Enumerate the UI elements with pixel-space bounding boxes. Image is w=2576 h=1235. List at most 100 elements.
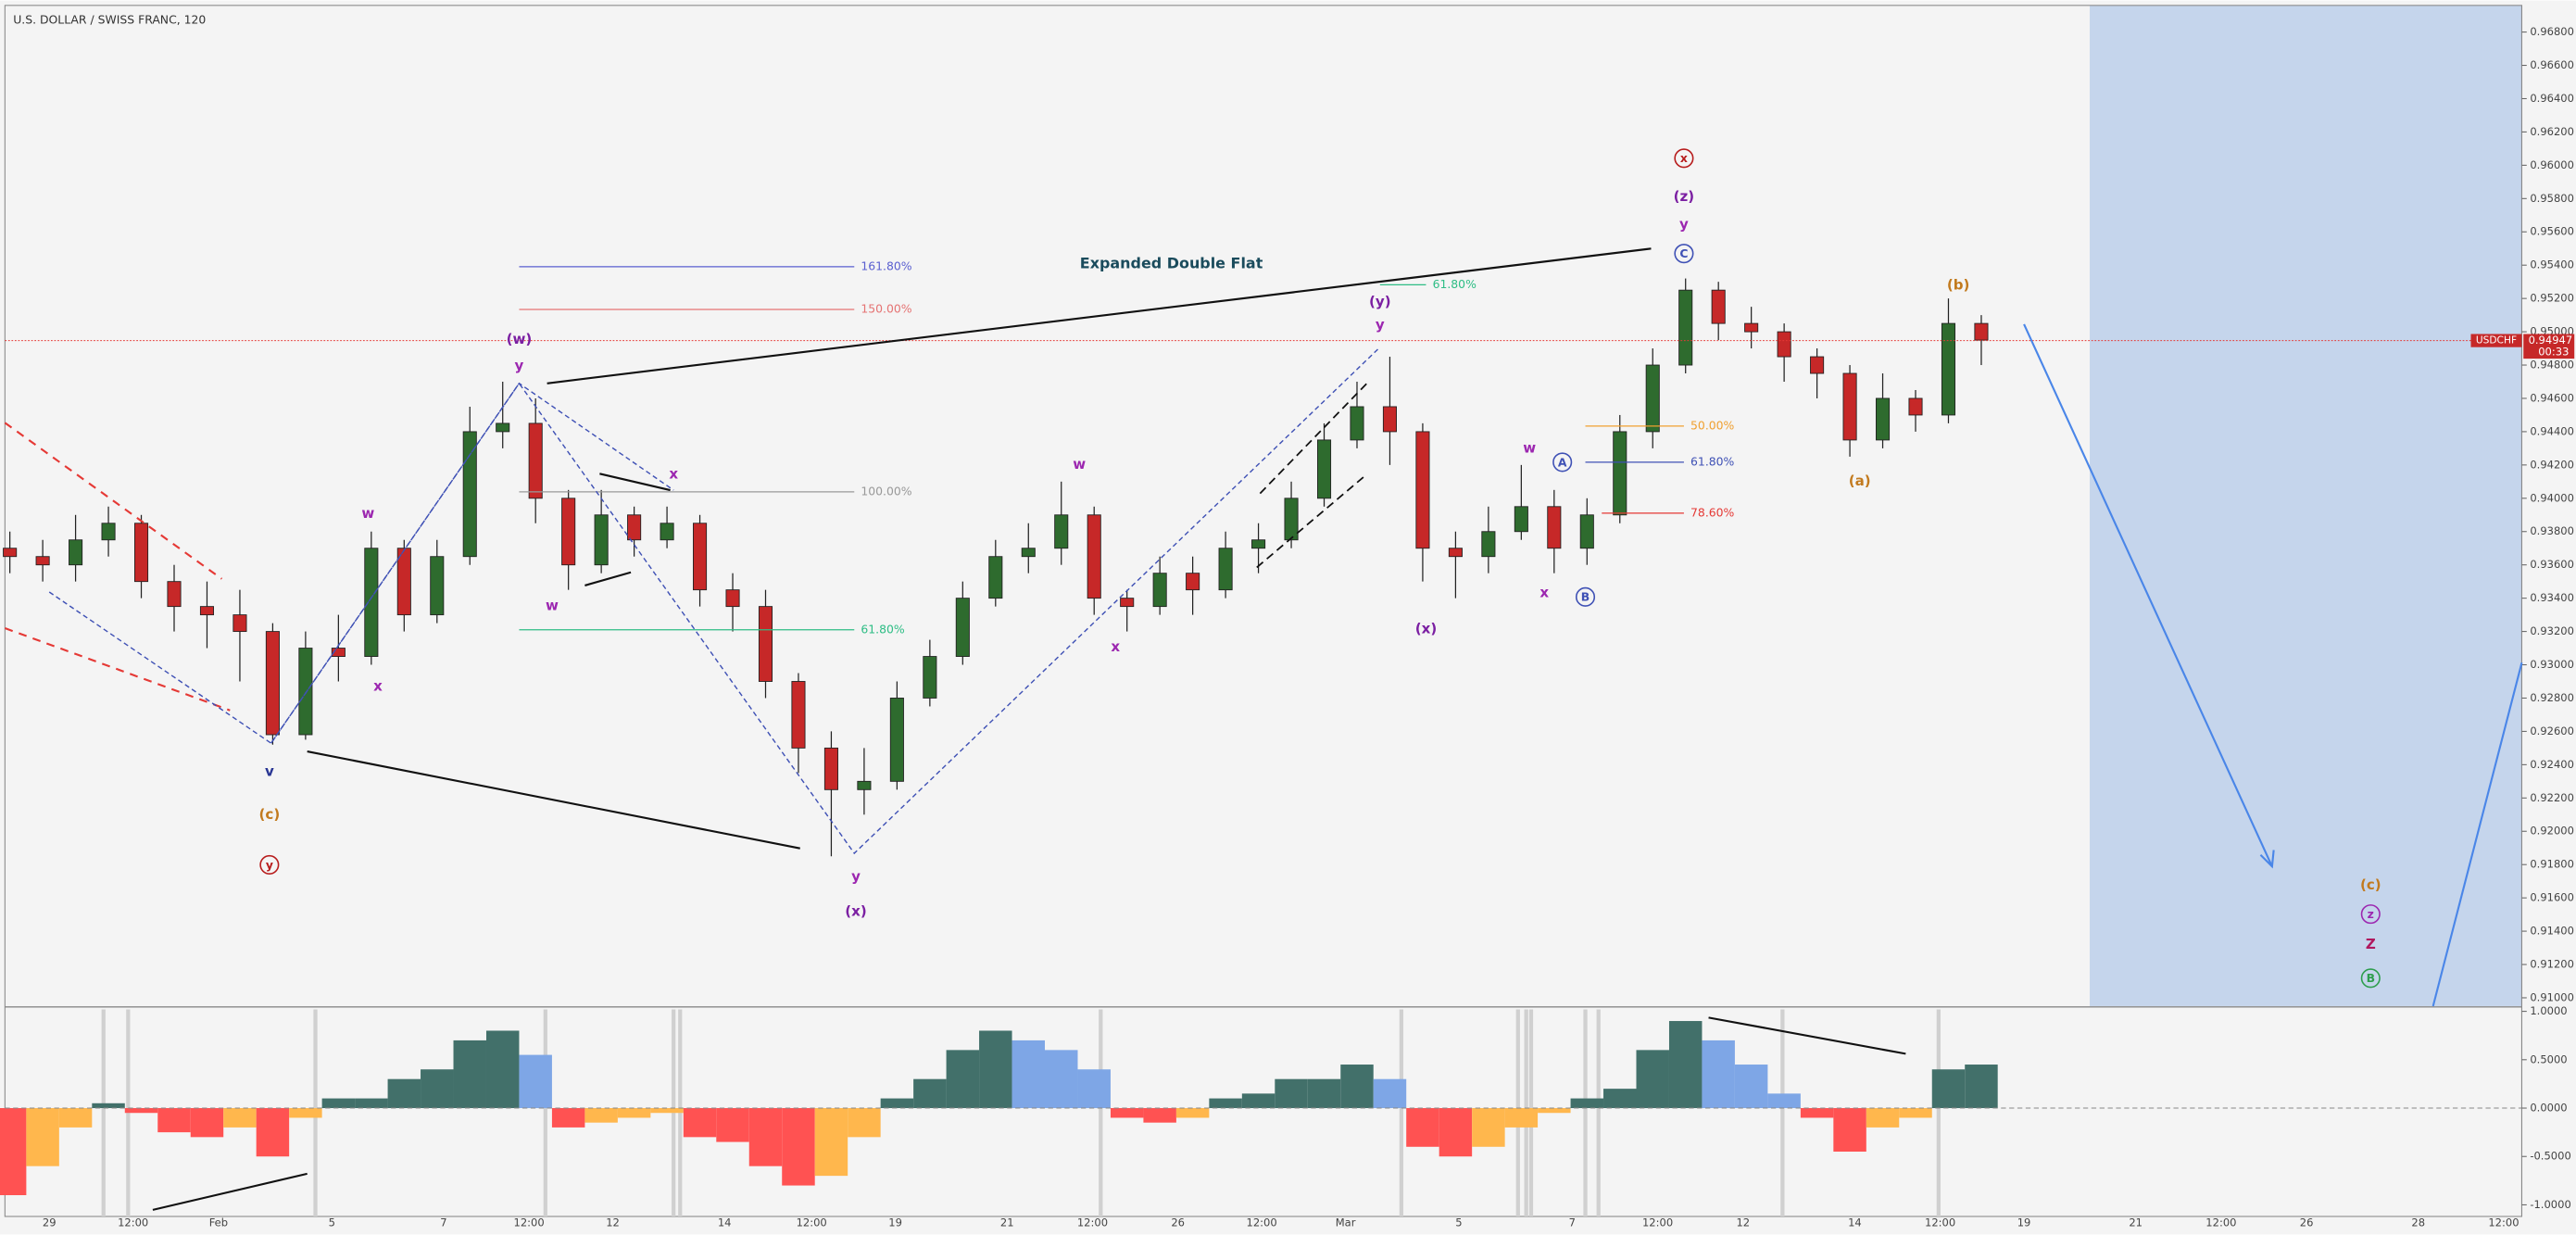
candle-body bbox=[35, 556, 50, 566]
x-tick-label: 12:00 bbox=[1642, 1216, 1673, 1229]
wave-label: (a) bbox=[1849, 473, 1871, 489]
wave-label: (b) bbox=[1947, 277, 1970, 294]
candle-body bbox=[1579, 514, 1594, 549]
oscillator-bar bbox=[748, 1108, 783, 1166]
y-tick-label: 0.93400 bbox=[2530, 591, 2574, 604]
oscillator-bar bbox=[157, 1108, 191, 1133]
candle-body bbox=[791, 681, 806, 749]
y-tick-label: 0.96800 bbox=[2530, 25, 2574, 38]
x-tick-label: 5 bbox=[1455, 1216, 1462, 1229]
candle-body bbox=[1186, 573, 1200, 591]
candle-body bbox=[528, 422, 543, 499]
oscillator-bar bbox=[1045, 1050, 1078, 1109]
candle-body bbox=[594, 514, 609, 566]
wave-circle bbox=[1674, 148, 1694, 169]
wave-label: w bbox=[546, 598, 559, 614]
oscillator-bar bbox=[913, 1078, 947, 1109]
channel-line bbox=[4, 422, 223, 580]
oscillator-bar bbox=[880, 1098, 914, 1109]
oscillator-bar bbox=[92, 1103, 125, 1109]
fib-label: 100.00% bbox=[861, 484, 911, 498]
candle-body bbox=[1810, 356, 1825, 374]
candle-body bbox=[69, 539, 83, 566]
oscillator-bar bbox=[355, 1098, 388, 1109]
oscillator-bar bbox=[1275, 1078, 1308, 1109]
x-tick-label: 28 bbox=[2411, 1216, 2425, 1229]
y-tick-label: 0.95200 bbox=[2530, 292, 2574, 305]
candle-body bbox=[923, 656, 937, 699]
session-break bbox=[1936, 1009, 1941, 1216]
candle-body bbox=[561, 498, 576, 566]
oscillator-bar bbox=[1899, 1108, 1932, 1118]
oscillator-bar bbox=[1767, 1093, 1801, 1109]
drawings bbox=[4, 247, 2523, 1211]
candle-body bbox=[1448, 548, 1463, 558]
oscillator-bar bbox=[1702, 1040, 1735, 1109]
y-tick-label: -0.5000 bbox=[2530, 1150, 2570, 1163]
symbol-tag bbox=[2470, 334, 2522, 347]
trendline bbox=[584, 571, 632, 586]
candle-body bbox=[1087, 514, 1101, 599]
x-tick-label: 29 bbox=[43, 1216, 57, 1229]
oscillator-bar bbox=[946, 1050, 980, 1109]
oscillator-bar bbox=[387, 1078, 421, 1109]
candle-body bbox=[955, 598, 970, 657]
oscillator-bar bbox=[421, 1069, 454, 1109]
candle-body bbox=[133, 523, 149, 583]
oscillator-bar bbox=[190, 1108, 224, 1138]
candle-body bbox=[1514, 506, 1528, 533]
x-tick-label: 19 bbox=[888, 1216, 902, 1229]
oscillator-bar bbox=[58, 1108, 93, 1128]
candle-body bbox=[1382, 406, 1398, 433]
oscillator-bar bbox=[223, 1108, 257, 1128]
candle-body bbox=[462, 431, 477, 558]
oscillator-bar bbox=[683, 1108, 717, 1138]
candle-body bbox=[889, 698, 904, 782]
oscillator-bar bbox=[848, 1108, 881, 1138]
wave-circle bbox=[2360, 904, 2381, 925]
candle-body bbox=[1876, 397, 1891, 441]
candle-body bbox=[1974, 322, 1989, 341]
candle-body bbox=[1054, 514, 1069, 549]
oscillator-bar bbox=[1833, 1108, 1866, 1153]
wave-label: (w) bbox=[507, 331, 533, 347]
candle-body bbox=[1711, 289, 1726, 324]
wave-label: C bbox=[1679, 246, 1688, 260]
chart-title: U.S. DOLLAR / SWISS FRANC, 120 bbox=[13, 12, 206, 26]
y-tick-label: 0.92000 bbox=[2530, 825, 2574, 838]
session-break bbox=[1099, 1009, 1103, 1216]
oscillator-bar bbox=[1800, 1108, 1834, 1118]
x-tick-label: 12:00 bbox=[2205, 1216, 2236, 1229]
x-tick-label: 7 bbox=[440, 1216, 446, 1229]
wave-label: x bbox=[1680, 151, 1688, 165]
x-tick-label: 12:00 bbox=[1247, 1216, 1277, 1229]
candle-body bbox=[988, 556, 1003, 599]
pattern-label: Expanded Double Flat bbox=[1080, 255, 1263, 272]
candle-body bbox=[823, 747, 838, 790]
oscillator-bar bbox=[584, 1108, 618, 1123]
y-tick-label: 0.95400 bbox=[2530, 258, 2574, 271]
y-tick-label: 0.91200 bbox=[2530, 958, 2574, 971]
trendline bbox=[599, 473, 671, 492]
x-tick-label: Feb bbox=[209, 1216, 228, 1229]
y-tick-label: 0.0000 bbox=[2530, 1102, 2567, 1115]
oscillator-bar bbox=[1866, 1108, 1900, 1128]
oscillator-pane: 1.0000 0.5000 0.0000 -0.5000 -1.0000 bbox=[0, 1004, 2571, 1216]
x-tick-label: 12:00 bbox=[797, 1216, 827, 1229]
divergence-line bbox=[152, 1172, 308, 1211]
oscillator-bar bbox=[1175, 1108, 1210, 1118]
y-tick-label: 0.94200 bbox=[2530, 458, 2574, 471]
y-tick-label: 0.91800 bbox=[2530, 858, 2574, 871]
x-tick-label: 21 bbox=[2129, 1216, 2142, 1229]
y-tick-label: 0.94600 bbox=[2530, 391, 2574, 404]
oscillator-bar bbox=[1734, 1065, 1768, 1109]
divergence-line bbox=[1708, 1016, 1906, 1055]
x-tick-label: 12:00 bbox=[118, 1216, 148, 1229]
trendline bbox=[307, 750, 800, 850]
session-break bbox=[543, 1009, 547, 1216]
price-label: 0.94947 bbox=[2529, 334, 2573, 347]
y-tick-label: 0.91600 bbox=[2530, 891, 2574, 904]
candle-body bbox=[1152, 573, 1167, 608]
oscillator-bar bbox=[979, 1030, 1012, 1109]
y-tick-label: 0.96000 bbox=[2530, 158, 2574, 171]
